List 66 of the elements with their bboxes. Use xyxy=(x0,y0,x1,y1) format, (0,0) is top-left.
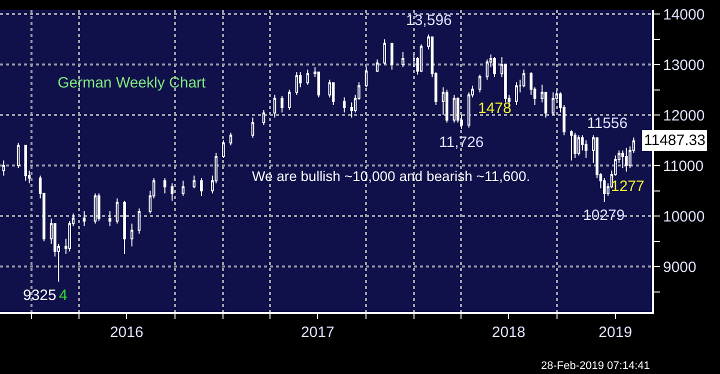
candlestick xyxy=(116,198,119,224)
candlestick xyxy=(486,58,489,80)
y-tick-label: 14000 xyxy=(663,6,705,24)
candlestick xyxy=(94,192,97,224)
candlestick xyxy=(478,74,482,93)
annotation: 11556 xyxy=(587,115,628,132)
annotation: 4 xyxy=(59,287,68,304)
annotation: 1478 xyxy=(478,100,512,117)
candlestick xyxy=(306,69,310,86)
x-tick-label: 2016 xyxy=(110,324,144,341)
candlestick xyxy=(16,142,20,169)
candlestick xyxy=(445,89,448,124)
candlestick xyxy=(138,208,141,234)
candlestick xyxy=(222,140,225,158)
x-tick-label: 2019 xyxy=(598,324,632,341)
candlestick xyxy=(570,130,573,161)
candlestick xyxy=(376,58,379,73)
y-tick-label: 11000 xyxy=(663,158,704,175)
x-tick-label: 2018 xyxy=(492,324,526,341)
annotation: We are bullish ~10,000 and bearish ~11,600. xyxy=(252,168,530,184)
candlestick xyxy=(621,150,624,169)
candlestick xyxy=(273,94,276,118)
y-tick-label: 13000 xyxy=(663,56,705,74)
candlestick xyxy=(493,56,496,78)
candlestick xyxy=(192,175,196,189)
candlestick xyxy=(280,95,284,114)
candlestick xyxy=(130,223,134,247)
annotation: 13,596 xyxy=(406,12,452,29)
candlestick xyxy=(170,182,174,202)
text: German Weekly Chart xyxy=(58,74,207,92)
y-tick-label: 10000 xyxy=(663,208,705,226)
candlestick xyxy=(420,44,423,73)
x-tick-label: 2017 xyxy=(300,324,334,341)
candlestick xyxy=(82,210,86,227)
candlestick xyxy=(108,210,112,227)
candlestick xyxy=(251,117,254,138)
annotation: 10279 xyxy=(583,207,625,224)
candlestick xyxy=(342,96,346,114)
candlestick xyxy=(229,132,232,146)
annotation: 11,726 xyxy=(439,134,484,151)
candlestick xyxy=(390,42,394,70)
candlestick xyxy=(452,94,456,124)
candlestick xyxy=(383,38,386,66)
y-tick-label: 9000 xyxy=(663,258,696,276)
annotation: 11487.33 xyxy=(644,132,706,149)
candlestick xyxy=(98,192,100,222)
candlestick xyxy=(574,132,576,158)
candlestick xyxy=(552,92,554,116)
candlestick xyxy=(364,66,368,88)
candlestick xyxy=(295,72,298,96)
candlestick xyxy=(163,178,166,194)
annotation: 1277 xyxy=(611,178,644,195)
candlestick xyxy=(624,147,628,172)
candlestick xyxy=(332,82,335,106)
candlestick xyxy=(182,180,185,196)
candlestick xyxy=(123,200,126,254)
y-tick-label: 12000 xyxy=(663,107,705,124)
candlestick xyxy=(200,178,203,196)
candlestick xyxy=(515,82,518,106)
annotation: 9325 xyxy=(23,287,56,304)
candlestick xyxy=(402,51,404,68)
candlestick xyxy=(577,134,580,156)
candlestick xyxy=(24,144,28,182)
candlestick xyxy=(262,109,266,126)
candlestick xyxy=(288,89,291,110)
text: 28-Feb-2019 07:14:41 xyxy=(541,360,650,372)
